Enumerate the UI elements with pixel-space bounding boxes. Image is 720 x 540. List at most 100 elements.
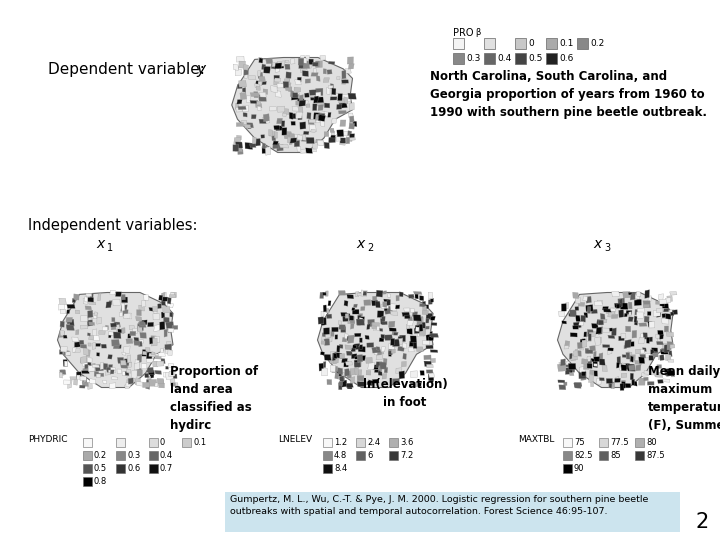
Polygon shape (348, 93, 356, 99)
Polygon shape (643, 301, 651, 308)
Polygon shape (330, 84, 333, 89)
Polygon shape (659, 299, 667, 304)
Text: PHYDRIC: PHYDRIC (28, 435, 68, 444)
Polygon shape (382, 304, 389, 309)
Polygon shape (372, 300, 378, 306)
Polygon shape (244, 74, 248, 78)
Polygon shape (167, 298, 171, 304)
Polygon shape (142, 300, 146, 307)
Polygon shape (59, 350, 63, 354)
Polygon shape (565, 368, 572, 374)
Polygon shape (340, 138, 346, 143)
Polygon shape (158, 380, 164, 386)
Polygon shape (413, 342, 417, 348)
Polygon shape (402, 353, 407, 360)
Polygon shape (354, 304, 357, 308)
Polygon shape (594, 370, 598, 376)
Polygon shape (359, 318, 363, 324)
Polygon shape (312, 149, 317, 152)
Polygon shape (112, 339, 120, 346)
Polygon shape (94, 335, 99, 341)
Polygon shape (399, 371, 405, 379)
Polygon shape (654, 373, 660, 376)
Polygon shape (110, 291, 115, 295)
Polygon shape (392, 339, 400, 347)
Polygon shape (634, 300, 642, 306)
Polygon shape (575, 315, 580, 322)
Polygon shape (87, 333, 91, 336)
Polygon shape (625, 363, 630, 369)
Polygon shape (571, 355, 576, 360)
Text: 6: 6 (367, 451, 372, 460)
Polygon shape (322, 369, 328, 376)
Polygon shape (263, 89, 268, 94)
Polygon shape (250, 93, 259, 97)
Polygon shape (294, 80, 301, 85)
Polygon shape (369, 380, 372, 386)
Polygon shape (598, 327, 603, 334)
Polygon shape (360, 345, 363, 349)
Polygon shape (289, 112, 293, 119)
Polygon shape (150, 370, 154, 379)
Polygon shape (279, 144, 289, 148)
Polygon shape (92, 364, 99, 368)
Text: Mean daily
maximum
temperature
(F), Summer: Mean daily maximum temperature (F), Summ… (648, 365, 720, 432)
Polygon shape (663, 308, 669, 312)
Polygon shape (271, 85, 277, 93)
Polygon shape (357, 381, 365, 387)
Polygon shape (148, 322, 153, 327)
Polygon shape (399, 292, 403, 297)
Polygon shape (375, 301, 380, 308)
Polygon shape (302, 70, 307, 75)
Polygon shape (631, 379, 634, 385)
Polygon shape (320, 352, 325, 355)
Polygon shape (111, 367, 115, 373)
Bar (83, 451, 92, 460)
Polygon shape (300, 55, 305, 62)
Text: 4.8: 4.8 (334, 451, 347, 460)
Polygon shape (81, 315, 88, 322)
Polygon shape (92, 329, 96, 338)
Polygon shape (330, 97, 337, 100)
Polygon shape (347, 371, 351, 379)
Polygon shape (658, 294, 664, 301)
Polygon shape (387, 294, 390, 298)
Polygon shape (387, 300, 390, 306)
Polygon shape (74, 342, 81, 347)
Polygon shape (318, 140, 323, 145)
Polygon shape (426, 364, 433, 368)
Polygon shape (394, 343, 400, 347)
Polygon shape (603, 306, 608, 310)
Polygon shape (620, 383, 624, 390)
Polygon shape (336, 372, 342, 376)
Text: 87.5: 87.5 (646, 451, 665, 460)
Polygon shape (594, 356, 600, 362)
Polygon shape (98, 293, 101, 301)
Polygon shape (667, 371, 675, 376)
Polygon shape (340, 120, 346, 126)
Polygon shape (128, 362, 132, 368)
Polygon shape (572, 292, 578, 299)
Polygon shape (281, 84, 284, 87)
Polygon shape (232, 57, 353, 152)
Polygon shape (404, 308, 410, 312)
Polygon shape (338, 383, 342, 390)
Polygon shape (287, 83, 291, 88)
Polygon shape (277, 106, 285, 112)
Polygon shape (574, 323, 581, 327)
Polygon shape (237, 99, 242, 104)
Polygon shape (358, 315, 361, 319)
Polygon shape (635, 294, 639, 299)
Polygon shape (324, 132, 329, 137)
Polygon shape (332, 327, 338, 332)
Polygon shape (161, 312, 165, 318)
Polygon shape (622, 363, 628, 370)
Polygon shape (428, 336, 434, 341)
Polygon shape (340, 141, 346, 145)
Polygon shape (96, 373, 104, 377)
Polygon shape (408, 348, 414, 352)
Polygon shape (430, 332, 433, 336)
Bar (635, 451, 644, 460)
Polygon shape (597, 378, 601, 384)
Polygon shape (94, 312, 97, 316)
